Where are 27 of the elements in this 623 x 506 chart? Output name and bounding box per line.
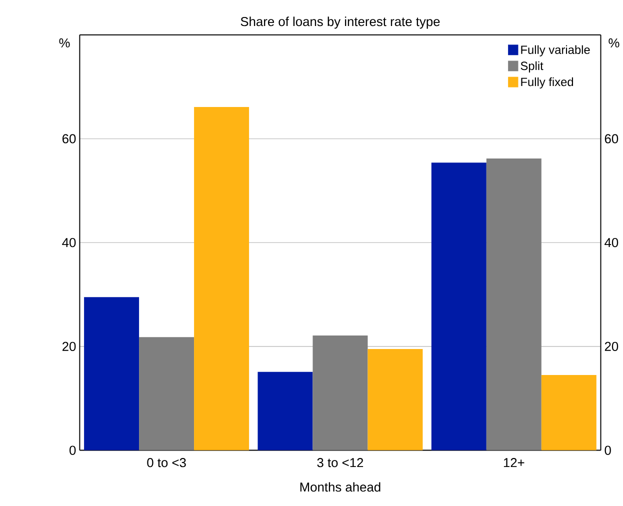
y2-tick-label: 60 bbox=[604, 134, 618, 144]
y-tick-label: 0 bbox=[70, 446, 76, 455]
y-axis-title: % bbox=[59, 38, 70, 48]
y-tick-label: 20 bbox=[62, 342, 76, 351]
x-axis-title: Months ahead bbox=[300, 482, 380, 492]
legend-label: Fully variable bbox=[521, 45, 590, 56]
y-tick-label: 60 bbox=[62, 134, 76, 144]
x-tick-label: 0 to <3 bbox=[147, 458, 186, 468]
legend-label: Fully fixed bbox=[521, 77, 574, 88]
y2-tick-label: 0 bbox=[604, 446, 611, 455]
x-tick-label: 3 to <12 bbox=[317, 458, 364, 468]
x-tick-label: 12+ bbox=[504, 458, 524, 468]
bar bbox=[541, 374, 596, 450]
bar bbox=[431, 162, 486, 450]
bar bbox=[139, 337, 194, 450]
y-tick-label: 40 bbox=[62, 238, 76, 248]
bar bbox=[368, 348, 423, 450]
y2-tick-label: 20 bbox=[604, 342, 618, 351]
y2-axis-title: % bbox=[608, 38, 620, 48]
legend-label: Split bbox=[520, 61, 544, 72]
bar bbox=[84, 297, 140, 450]
y2-tick-label: 40 bbox=[604, 238, 618, 248]
chart-subtitle: Share of loans by interest rate type bbox=[240, 16, 440, 29]
bar bbox=[258, 372, 313, 450]
bar bbox=[486, 158, 542, 450]
bar bbox=[312, 335, 368, 450]
bar bbox=[194, 107, 250, 450]
